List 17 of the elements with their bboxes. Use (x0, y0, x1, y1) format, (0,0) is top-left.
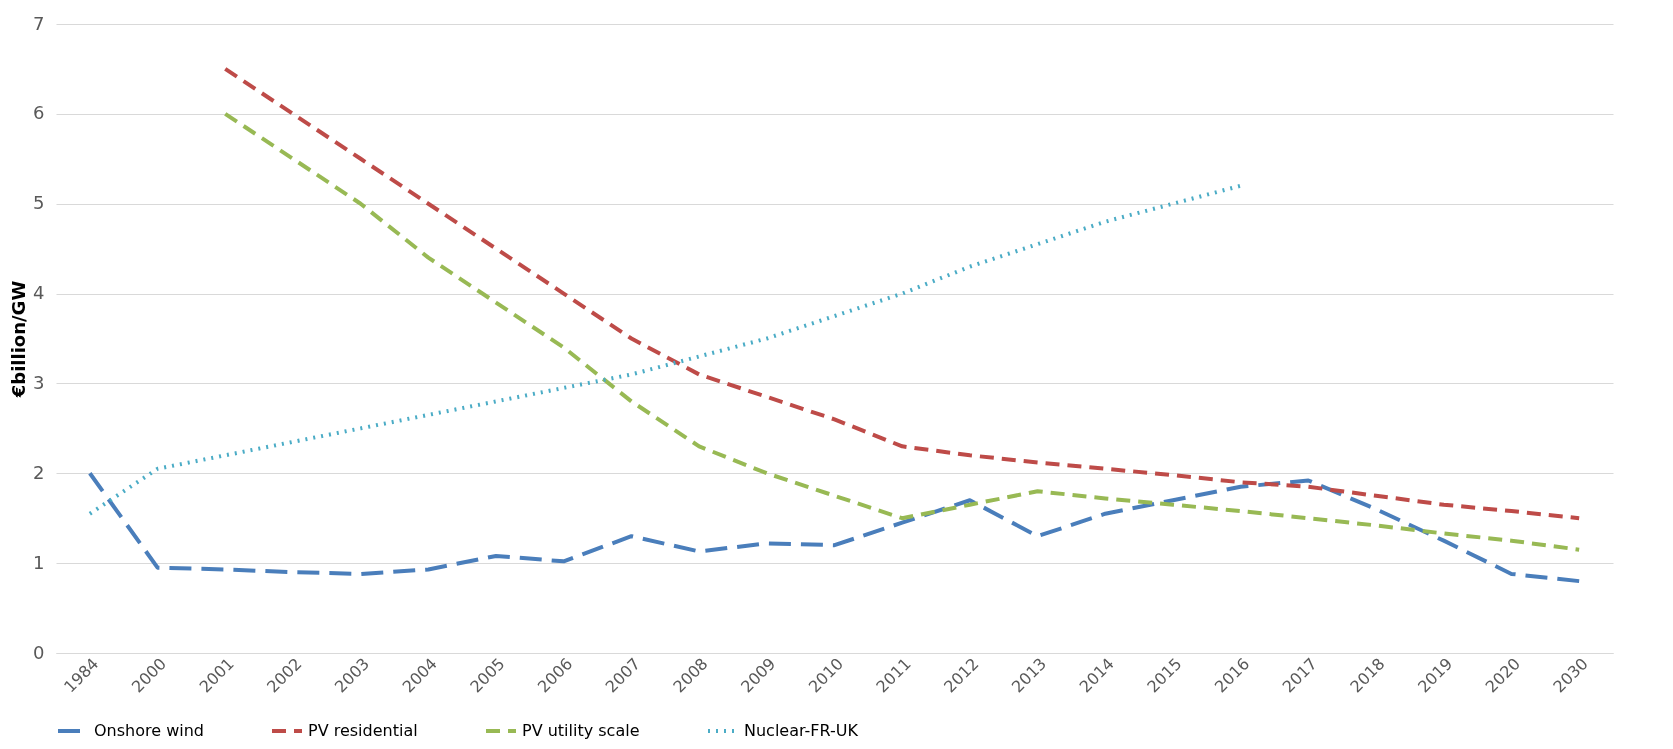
y-tick-label: 3 (33, 371, 45, 393)
y-tick-label: 4 (33, 282, 45, 304)
y-tick-label: 0 (33, 641, 45, 663)
legend-label: PV utility scale (522, 721, 640, 740)
legend-label: Onshore wind (94, 721, 204, 740)
line-series (223, 111, 1582, 552)
y-tick-label: 2 (33, 461, 45, 483)
legend-label: PV residential (308, 721, 418, 740)
y-tick-label: 5 (33, 192, 45, 214)
y-tick-label: 7 (33, 12, 45, 34)
line-series (87, 471, 1582, 584)
line-series (223, 66, 1582, 521)
y-tick-label: 6 (33, 102, 45, 124)
y-axis-title: €billion/GW (8, 280, 30, 399)
legend-label: Nuclear-FR-UK (744, 721, 859, 740)
line-series (87, 183, 1243, 516)
y-tick-label: 1 (33, 551, 45, 573)
